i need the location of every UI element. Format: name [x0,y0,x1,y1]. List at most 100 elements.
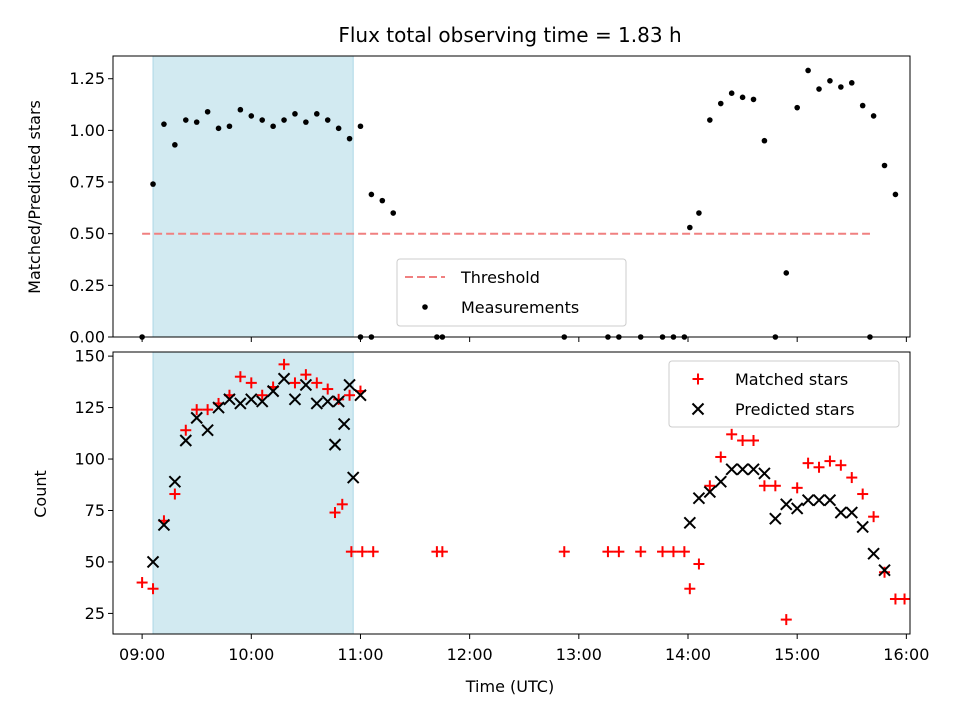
x-b [321,395,334,408]
predicted-star-point [714,475,727,488]
matched-star-point [791,482,803,494]
x-b [288,393,302,406]
predicted-star-point [157,518,171,532]
predicted-star-point [834,506,848,519]
predicted-star-point [856,520,869,534]
measurement-point [248,113,255,119]
x-tick-label: 16:00 [883,645,929,664]
matched-star-point [613,546,625,558]
x-b [328,438,342,451]
measurement-point [346,135,353,142]
matched-star-point [436,546,448,558]
measurement-point [215,125,222,132]
matched-star-point [704,480,716,492]
matched-star-point [344,389,356,401]
predicted-star-point [245,393,258,406]
predicted-star-point [867,547,880,560]
predicted-star-point [328,438,342,451]
measurement-point [161,121,167,127]
top-y-tick-label: 0.25 [69,276,105,295]
matched-star-point [693,558,705,570]
matched-star-point [846,472,858,484]
x-b [277,372,291,385]
measurement-point [783,270,790,276]
matched-star-point [657,546,669,558]
predicted-star-point [190,411,203,425]
matched-star-point [278,358,290,370]
predicted-star-point [168,475,182,488]
predicted-star-point [812,493,826,507]
predicted-star-point [256,395,269,408]
bottom-panel: 25 50 75 100 125 150 09:00 10:00 11:00 12:00 13:0… [31,347,929,696]
legend-measurements-swatch [422,304,428,310]
x-tick-label: 10:00 [228,645,274,664]
x-b [834,506,848,519]
x-tick-label: 15:00 [774,645,820,664]
matched-star-point [147,583,159,595]
measurement-point [892,191,899,198]
bottom-legend-box [668,360,900,428]
predicted-star-point [878,563,891,577]
measurement-point [259,117,266,123]
bottom-y-ticks: 25 50 75 100 125 150 [74,347,113,623]
predicted-star-point [201,424,214,437]
x-b [310,397,324,410]
measurement-point [204,108,211,115]
measurement-point [881,162,888,169]
matched-star-point [180,424,192,436]
x-b [769,512,782,525]
x-b [747,463,760,476]
predicted-star-point [823,493,837,507]
matched-star-point [715,451,727,463]
top-highlight-span [152,55,354,338]
measurement-point [226,123,233,130]
measurement-point [324,117,331,123]
predicted-star-point [337,417,351,431]
matched-star-point [879,566,891,578]
measurement-point [707,117,713,123]
x-axis-label: Time (UTC) [465,677,554,696]
matched-star-point [769,480,781,492]
predicted-star-point [299,378,313,392]
measurement-point [237,106,244,113]
x-b [758,467,771,480]
chart-title: Flux total observing time = 1.83 h [338,23,681,47]
matched-star-point [345,546,357,558]
measurement-point [761,137,768,144]
x-b [823,493,837,507]
predicted-star-point [747,463,760,476]
matched-star-point [245,377,257,389]
x-tick-label: 12:00 [447,645,493,664]
matched-star-point [726,428,738,440]
x-b [736,463,749,476]
x-b [691,402,705,416]
x-b [223,393,236,406]
predicted-stars-series [146,372,891,577]
x-b [725,463,738,476]
top-highlight-rect [152,55,354,338]
legend-matched-label: Matched stars [735,370,848,389]
matched-star-point [802,457,814,469]
measurement-point [859,102,866,109]
predicted-star-point [332,395,345,408]
x-b [157,518,171,532]
x-b [692,491,706,505]
measurement-point [739,94,746,101]
x-b [346,471,360,484]
matched-star-point [289,377,301,389]
measurement-point [313,111,320,117]
x-b [683,516,697,530]
predicted-star-point [212,401,225,414]
matched-star-point [780,614,792,626]
predicted-star-point [223,393,236,406]
matched-star-point [333,393,345,405]
predicted-star-point [266,384,280,398]
bottom-y-tick-label: 25 [85,604,105,623]
predicted-star-point [179,434,192,447]
predicted-star-point [343,378,356,392]
matched-star-point [311,377,323,389]
top-y-axis-label: Matched/Predicted stars [25,100,44,294]
x-b [299,378,313,392]
x-b [337,417,351,431]
predicted-star-point [354,389,367,402]
